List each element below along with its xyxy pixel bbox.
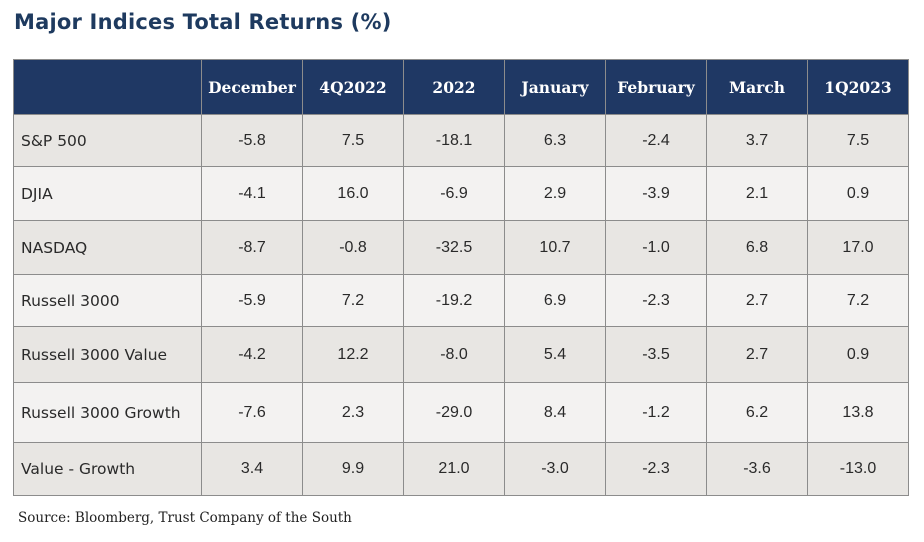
column-header: 1Q2023 [807, 59, 909, 115]
table-cell: 17.0 [807, 220, 909, 275]
table-cell: -7.6 [201, 382, 303, 443]
table-cell: 8.4 [504, 382, 606, 443]
table-cell: 2.1 [706, 166, 808, 221]
table-row: DJIA -4.1 16.0 -6.9 2.9 -3.9 2.1 0.9 [13, 166, 909, 221]
table-cell: 2.9 [504, 166, 606, 221]
table-row: Russell 3000 Growth -7.6 2.3 -29.0 8.4 -1.2 6.… [13, 382, 909, 443]
table-header-row: December 4Q2022 2022 January February March 1Q… [13, 59, 909, 115]
table-cell: -1.0 [605, 220, 707, 275]
table-cell: 2.7 [706, 326, 808, 383]
table-row: S&P 500 -5.8 7.5 -18.1 6.3 -2.4 3.7 7.5 [13, 114, 909, 167]
row-label: Russell 3000 Value [13, 326, 202, 383]
table-cell: -5.9 [201, 274, 303, 327]
table-cell: -4.2 [201, 326, 303, 383]
table-cell: 6.8 [706, 220, 808, 275]
row-label: DJIA [13, 166, 202, 221]
table-cell: 9.9 [302, 442, 404, 496]
table-cell: 7.2 [302, 274, 404, 327]
table-cell: -19.2 [403, 274, 505, 327]
table-cell: 5.4 [504, 326, 606, 383]
column-header: 2022 [403, 59, 505, 115]
table-cell: -29.0 [403, 382, 505, 443]
table-cell: -4.1 [201, 166, 303, 221]
table-cell: -6.9 [403, 166, 505, 221]
row-label: NASDAQ [13, 220, 202, 275]
row-label: Russell 3000 Growth [13, 382, 202, 443]
row-label: Value - Growth [13, 442, 202, 496]
table-cell: -2.3 [605, 442, 707, 496]
column-header: December [201, 59, 303, 115]
table-cell: 2.7 [706, 274, 808, 327]
table-cell: -0.8 [302, 220, 404, 275]
table-cell: 3.4 [201, 442, 303, 496]
page-title: Major Indices Total Returns (%) [14, 10, 392, 34]
table-cell: -8.0 [403, 326, 505, 383]
header-corner-cell [13, 59, 202, 115]
column-header: 4Q2022 [302, 59, 404, 115]
table-row: NASDAQ -8.7 -0.8 -32.5 10.7 -1.0 6.8 17.0 [13, 220, 909, 275]
table-cell: 0.9 [807, 326, 909, 383]
table-row: Value - Growth 3.4 9.9 21.0 -3.0 -2.3 -3.6 -13.… [13, 442, 909, 496]
table-cell: 12.2 [302, 326, 404, 383]
table-row: Russell 3000 Value -4.2 12.2 -8.0 5.4 -3.5 2.7… [13, 326, 909, 383]
table-cell: -32.5 [403, 220, 505, 275]
table-cell: -2.4 [605, 114, 707, 167]
table-cell: 0.9 [807, 166, 909, 221]
table-cell: 3.7 [706, 114, 808, 167]
table-cell: 6.2 [706, 382, 808, 443]
table-cell: 10.7 [504, 220, 606, 275]
table-cell: 7.5 [302, 114, 404, 167]
table-cell: -3.6 [706, 442, 808, 496]
table-cell: -1.2 [605, 382, 707, 443]
table-cell: 7.2 [807, 274, 909, 327]
table-cell: -2.3 [605, 274, 707, 327]
table-cell: 21.0 [403, 442, 505, 496]
table-cell: -8.7 [201, 220, 303, 275]
source-note: Source: Bloomberg, Trust Company of the … [18, 510, 352, 526]
table-cell: 6.9 [504, 274, 606, 327]
table-cell: -3.0 [504, 442, 606, 496]
column-header: January [504, 59, 606, 115]
table-cell: 16.0 [302, 166, 404, 221]
table-cell: 7.5 [807, 114, 909, 167]
column-header: March [706, 59, 808, 115]
table-cell: -5.8 [201, 114, 303, 167]
table-row: Russell 3000 -5.9 7.2 -19.2 6.9 -2.3 2.7 7.2 [13, 274, 909, 327]
row-label: S&P 500 [13, 114, 202, 167]
table-cell: -13.0 [807, 442, 909, 496]
column-header: February [605, 59, 707, 115]
row-label: Russell 3000 [13, 274, 202, 327]
returns-table: December 4Q2022 2022 January February March 1Q… [13, 59, 909, 496]
table-cell: 2.3 [302, 382, 404, 443]
table-cell: -18.1 [403, 114, 505, 167]
table-cell: 6.3 [504, 114, 606, 167]
table-cell: -3.9 [605, 166, 707, 221]
table-cell: 13.8 [807, 382, 909, 443]
table-cell: -3.5 [605, 326, 707, 383]
